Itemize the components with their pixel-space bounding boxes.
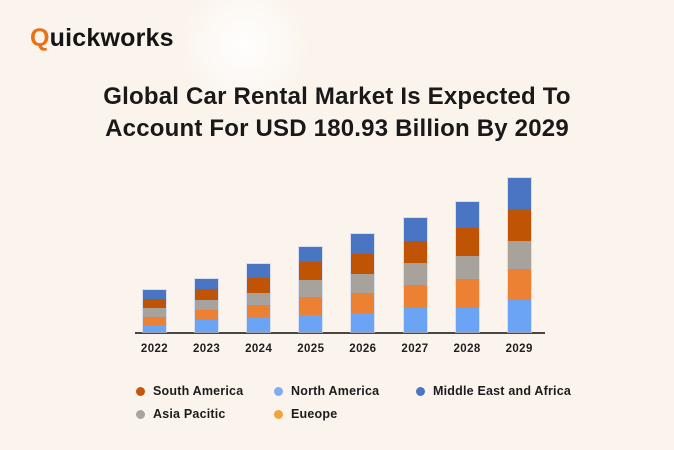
legend-label-middle-east-and-africa: Middle East and Africa [433,384,571,398]
bar-2023 [195,278,219,332]
x-tick-label-2025: 2025 [297,343,325,355]
x-tick-label-2024: 2024 [245,343,273,355]
chart-title: Global Car Rental Market Is Expected To … [0,81,674,145]
bar-segment-north-america [351,313,375,332]
chart-title-line1: Global Car Rental Market Is Expected To [103,83,571,110]
stacked-bar-chart [135,176,548,334]
bar-segment-north-america [195,320,219,332]
legend-item-middle-east-and-africa: Middle East and Africa [416,384,571,398]
bar-segment-south-america [143,298,166,308]
bar-segment-eueope [351,292,375,314]
bar-segment-asia-pacitic [247,293,271,306]
bar-2029 [507,178,531,332]
bar-segment-asia-pacitic [455,255,479,280]
bar-segment-asia-pacitic [195,300,219,311]
bar-segment-eueope [507,269,531,301]
legend-label-north-america: North America [291,384,380,398]
bar-2027 [403,217,427,332]
bar-segment-asia-pacitic [351,274,375,293]
bar-segment-north-america [507,300,531,332]
bar-segment-middle-east-and-africa [247,263,271,279]
legend-label-south-america: South America [153,384,244,398]
bar-segment-north-america [143,324,166,332]
x-tick-label-2023: 2023 [193,343,221,355]
bar-segment-eueope [299,296,323,316]
bar-segment-asia-pacitic [403,263,427,285]
bar-segment-middle-east-and-africa [143,289,166,299]
legend-label-eueope: Eueope [291,407,338,421]
bar-segment-middle-east-and-africa [351,234,375,254]
bar-segment-asia-pacitic [299,280,323,297]
bar-2026 [351,234,375,332]
bar-segment-eueope [247,305,271,317]
x-tick-label-2029: 2029 [505,343,533,355]
bar-segment-south-america [195,288,219,301]
bar-segment-middle-east-and-africa [195,278,219,289]
bar-segment-middle-east-and-africa [299,247,323,263]
bar-segment-south-america [247,278,271,294]
legend-dot-eueope [274,409,283,419]
legend-item-south-america: South America [136,384,274,398]
x-axis-line [135,332,545,334]
quickworks-logo: Quickworks [30,24,174,53]
bar-segment-south-america [299,262,323,281]
bar-segment-eueope [195,310,219,321]
legend-dot-middle-east-and-africa [416,386,425,396]
bar-segment-south-america [507,208,531,241]
bar-segment-asia-pacitic [507,240,531,270]
bar-segment-eueope [403,284,427,309]
bar-segment-eueope [143,316,166,325]
bar-2024 [247,263,271,332]
bar-segment-asia-pacitic [143,307,166,317]
x-tick-label-2022: 2022 [140,343,169,355]
x-tick-label-2026: 2026 [349,343,377,355]
legend-item-eueope: Eueope [274,407,416,421]
x-tick-label-2027: 2027 [401,343,429,355]
bar-segment-middle-east-and-africa [507,178,531,209]
legend-dot-south-america [136,386,145,396]
legend-item-north-america: North America [274,384,416,398]
bar-segment-north-america [455,307,479,332]
chart-legend: South America North America Middle East an… [136,384,571,421]
bar-segment-north-america [299,315,323,332]
legend-dot-north-america [274,386,283,396]
bar-2028 [455,202,479,332]
bar-segment-north-america [247,316,271,332]
legend-label-asia-pacitic: Asia Pacitic [153,407,226,421]
logo-letter-q: Q [30,24,50,52]
bar-2022 [143,289,166,332]
bar-segment-middle-east-and-africa [455,202,479,229]
bar-segment-north-america [403,308,427,332]
chart-title-line2: Account For USD 180.93 Billion By 2029 [105,115,569,142]
bar-segment-eueope [455,279,479,308]
x-tick-label-2028: 2028 [453,343,481,355]
legend-item-asia-pacitic: Asia Pacitic [136,407,274,421]
bar-2025 [299,247,323,332]
legend-dot-asia-pacitic [136,409,145,419]
x-axis-labels: 2022 2023 2024 2025 2026 2027 2028 2029 [135,343,548,357]
bar-segment-south-america [455,228,479,256]
bar-segment-south-america [351,253,375,275]
logo-wordmark: uickworks [49,24,174,52]
bar-segment-south-america [403,241,427,264]
bar-segment-middle-east-and-africa [403,217,427,242]
